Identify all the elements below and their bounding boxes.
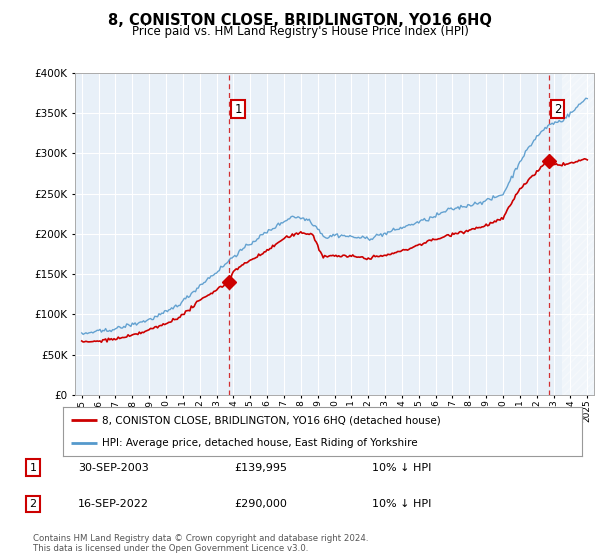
Text: 1: 1 xyxy=(234,102,242,115)
Text: 8, CONISTON CLOSE, BRIDLINGTON, YO16 6HQ (detached house): 8, CONISTON CLOSE, BRIDLINGTON, YO16 6HQ… xyxy=(102,416,440,426)
Text: Contains HM Land Registry data © Crown copyright and database right 2024.
This d: Contains HM Land Registry data © Crown c… xyxy=(33,534,368,553)
Text: 2: 2 xyxy=(29,499,37,509)
Text: HPI: Average price, detached house, East Riding of Yorkshire: HPI: Average price, detached house, East… xyxy=(102,438,418,448)
Text: 30-SEP-2003: 30-SEP-2003 xyxy=(78,463,149,473)
Text: 2: 2 xyxy=(554,102,561,115)
Text: £139,995: £139,995 xyxy=(234,463,287,473)
Bar xyxy=(562,73,594,395)
Text: 8, CONISTON CLOSE, BRIDLINGTON, YO16 6HQ: 8, CONISTON CLOSE, BRIDLINGTON, YO16 6HQ xyxy=(108,13,492,28)
Text: 1: 1 xyxy=(29,463,37,473)
Text: 10% ↓ HPI: 10% ↓ HPI xyxy=(372,499,431,509)
Text: £290,000: £290,000 xyxy=(234,499,287,509)
Text: 10% ↓ HPI: 10% ↓ HPI xyxy=(372,463,431,473)
Text: 16-SEP-2022: 16-SEP-2022 xyxy=(78,499,149,509)
Text: Price paid vs. HM Land Registry's House Price Index (HPI): Price paid vs. HM Land Registry's House … xyxy=(131,25,469,38)
